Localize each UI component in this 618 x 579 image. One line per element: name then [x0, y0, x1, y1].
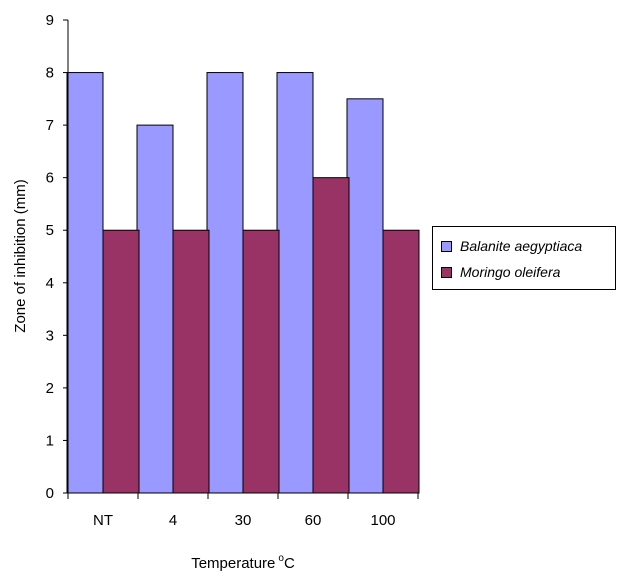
bar-moringo-60: [312, 177, 350, 494]
y-tick-label: 9: [46, 12, 54, 29]
y-tick-label: 7: [46, 117, 54, 134]
legend-swatch-moringo: [441, 266, 452, 278]
bar-balanite-100: [346, 98, 384, 494]
y-tick-label: 4: [46, 275, 54, 292]
x-tick-label: 60: [305, 512, 322, 529]
y-tick-label: 6: [46, 170, 54, 187]
x-tick-label: 4: [169, 512, 177, 529]
bar-balanite-nt: [66, 72, 104, 494]
x-axis-title-sup: o: [278, 553, 284, 564]
legend-swatch-balanite: [441, 240, 452, 252]
bars-layer: [66, 72, 420, 494]
legend-item-balanite: Balanite aegyptiaca: [441, 236, 582, 256]
y-axis-title: Zone of inhibition (mm): [12, 179, 29, 332]
y-tick-label: 0: [46, 485, 54, 502]
x-tick-label: 30: [235, 512, 252, 529]
legend-label-balanite: Balanite aegyptiaca: [460, 238, 583, 254]
y-tick-label: 1: [46, 432, 54, 449]
bar-moringo-30: [242, 229, 280, 494]
bar-balanite-4: [136, 124, 174, 494]
y-tick-label: 8: [46, 65, 54, 82]
y-tick-label: 2: [46, 380, 54, 397]
x-tick-label: NT: [93, 512, 113, 529]
x-tick-label: 100: [370, 512, 395, 529]
legend-item-moringo: Moringo oleifera: [441, 262, 560, 282]
bar-moringo-100: [382, 229, 420, 494]
legend: Balanite aegyptiaca Moringo oleifera: [432, 226, 616, 290]
bar-moringo-nt: [102, 229, 140, 494]
bar-balanite-30: [206, 72, 244, 494]
ticks-layer: 0 1 2 3 4 5 6 7 8 9 NT 4 30 60 100: [46, 12, 419, 529]
axes-layer: [67, 20, 418, 494]
x-axis-title-text: Temperature: [191, 555, 275, 572]
bar-balanite-60: [276, 72, 314, 494]
x-axis-title-unit: C: [284, 555, 295, 572]
y-tick-label: 5: [46, 222, 54, 239]
x-axis-title: Temperature oC: [191, 553, 295, 572]
y-tick-label: 3: [46, 327, 54, 344]
bar-moringo-4: [172, 229, 210, 494]
legend-label-moringo: Moringo oleifera: [460, 264, 561, 280]
